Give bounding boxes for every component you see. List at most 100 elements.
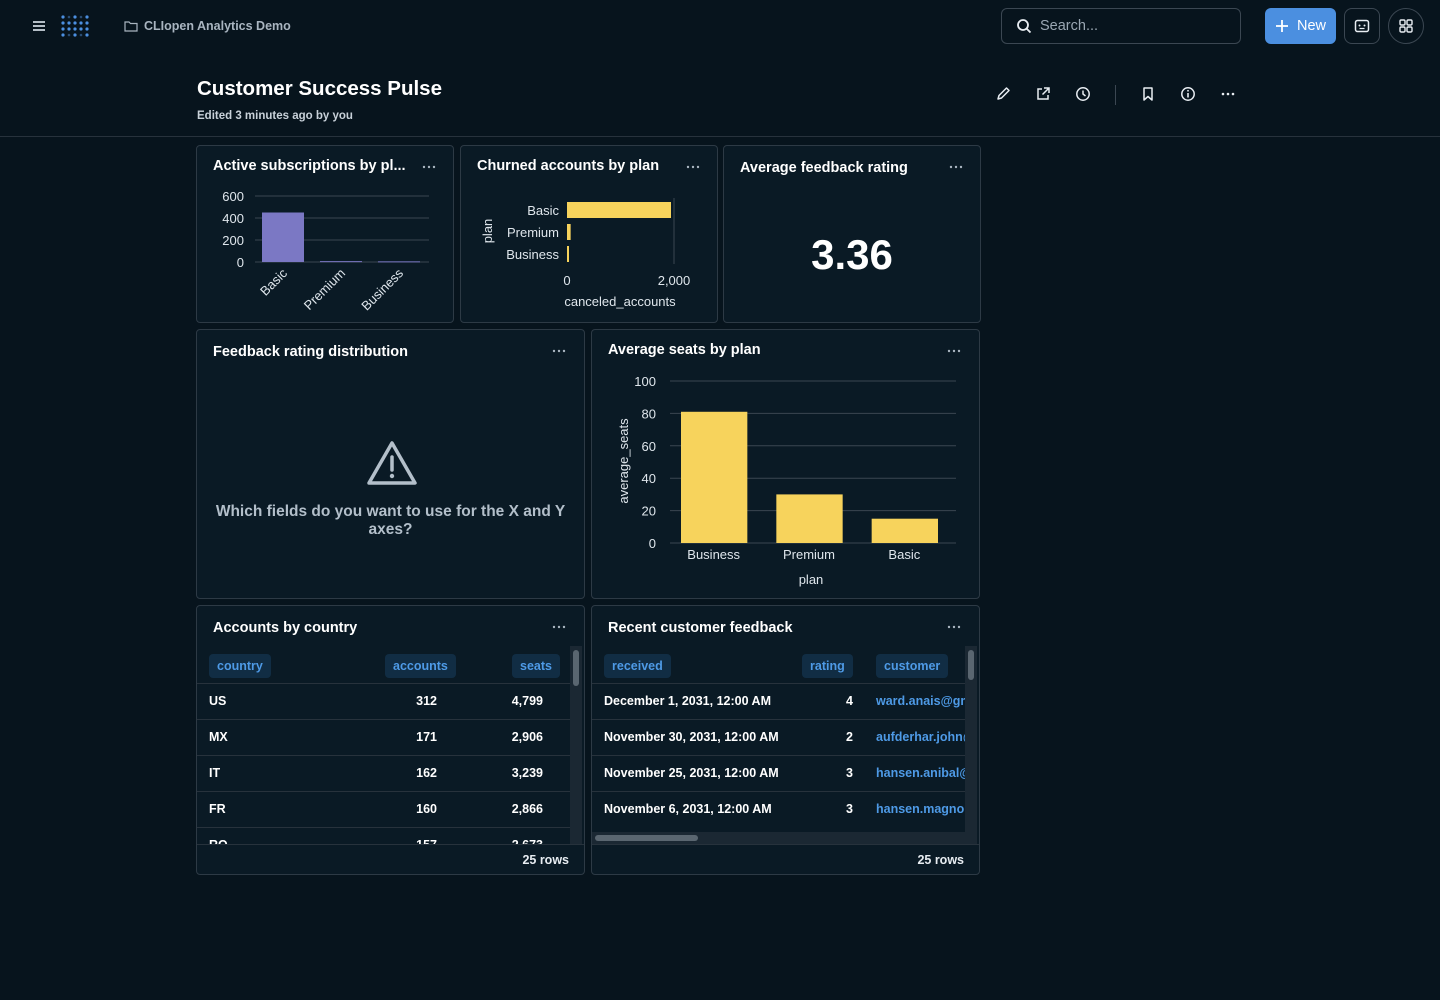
cell-seats: 2,673 [512, 828, 543, 844]
page-title[interactable]: Customer Success Pulse [197, 77, 442, 100]
bar [262, 212, 304, 262]
card-menu-icon[interactable] [944, 620, 964, 634]
card-title[interactable]: Average feedback rating [740, 160, 908, 176]
new-button[interactable]: New [1265, 8, 1336, 44]
cell-seats: 3,239 [511, 766, 543, 780]
cell-seats: 2,866 [511, 802, 543, 816]
x-tick-label: Basic [257, 265, 290, 298]
cell-country: MX [209, 730, 228, 744]
last-edited-info[interactable]: Edited 3 minutes ago by you [197, 110, 353, 122]
cell-received: November 6, 2031, 12:00 AM [604, 802, 772, 816]
header-divider [1115, 85, 1116, 105]
table-header: country accounts seats [197, 654, 570, 678]
history-clock-icon[interactable] [1073, 84, 1093, 104]
cell-country: IT [209, 766, 221, 780]
card-menu-icon[interactable] [419, 160, 439, 174]
bookmark-icon[interactable] [1138, 84, 1158, 104]
y-tick-label: Business [506, 247, 559, 262]
cell-customer[interactable]: hansen.magnoli [876, 802, 965, 816]
active-subscriptions-chart: 600 400 200 0 Basic Premium Business [222, 189, 429, 313]
card-average-feedback-rating[interactable]: Average feedback rating 3.36 [723, 145, 981, 323]
bar [567, 224, 571, 240]
table-row[interactable]: November 6, 2031, 12:00 AM 3 hansen.magnol… [592, 791, 965, 827]
table-row[interactable]: November 25, 2031, 12:00 AM 3 hansen.aniba… [592, 755, 965, 791]
x-tick-label: Basic [888, 547, 920, 562]
cell-seats: 2,906 [511, 730, 543, 744]
card-churned-accounts[interactable]: Churned accounts by plan Basic Premium Bus… [460, 145, 718, 323]
cell-country: US [209, 694, 227, 708]
y-tick-label: 100 [634, 374, 656, 389]
x-axis-label: plan [799, 572, 824, 587]
card-menu-icon[interactable] [683, 160, 703, 174]
x-tick-label: Premium [301, 266, 348, 313]
table-row[interactable]: MX 171 2,906 [197, 719, 570, 755]
logo-dot [67, 15, 71, 19]
card-average-seats-by-plan[interactable]: Average seats by plan 100 80 60 40 20 0 Busine… [591, 329, 980, 599]
metabot-button[interactable] [1344, 8, 1380, 44]
card-menu-icon[interactable] [549, 620, 569, 634]
card-recent-customer-feedback[interactable]: Recent customer feedback received rating… [591, 605, 980, 875]
edit-icon[interactable] [993, 84, 1013, 104]
column-header-customer[interactable]: customer [876, 654, 949, 678]
vertical-scrollbar[interactable] [573, 650, 579, 686]
column-header-accounts[interactable]: accounts [385, 654, 456, 678]
card-accounts-by-country[interactable]: Accounts by country country accounts sea… [196, 605, 585, 875]
logo-dot [73, 27, 77, 31]
card-active-subscriptions[interactable]: Active subscriptions by pl... 600 400 200 0… [196, 145, 454, 323]
table-row[interactable]: November 30, 2031, 12:00 AM 2 aufderhar.jo… [592, 719, 965, 755]
more-options-icon[interactable] [1218, 84, 1238, 104]
folder-icon [124, 21, 138, 32]
y-tick-label: Premium [507, 225, 559, 240]
table-row[interactable]: US 312 4,799 [197, 683, 570, 719]
cell-customer[interactable]: aufderhar.john@ [876, 730, 965, 744]
table-header: received rating customer [592, 654, 965, 678]
search-icon [1017, 19, 1032, 34]
card-feedback-rating-distribution[interactable]: Feedback rating distribution Which field… [196, 329, 585, 599]
table-row[interactable]: December 1, 2031, 12:00 AM 4 ward.anais@gm [592, 683, 965, 719]
column-header-seats[interactable]: seats [512, 654, 560, 678]
card-menu-icon[interactable] [549, 344, 569, 358]
column-header-rating[interactable]: rating [802, 654, 853, 678]
table-row[interactable]: RO 157 2,673 [197, 827, 570, 844]
column-header-received[interactable]: received [604, 654, 671, 678]
apps-button[interactable] [1388, 8, 1424, 44]
column-header-country[interactable]: country [209, 654, 271, 678]
logo-icon[interactable] [60, 12, 90, 40]
row-count: 25 rows [917, 853, 964, 867]
churned-accounts-chart: Basic Premium Business 0 2,000 canceled_accou… [480, 198, 690, 309]
table-row[interactable]: FR 160 2,866 [197, 791, 570, 827]
info-icon[interactable] [1178, 84, 1198, 104]
cell-customer[interactable]: hansen.anibal@ [876, 766, 965, 780]
hamburger-menu-icon[interactable] [30, 17, 48, 35]
card-title[interactable]: Accounts by country [213, 620, 358, 636]
feedback-table: received rating customer December 1, 203… [592, 646, 965, 844]
card-title[interactable]: Active subscriptions by pl... [213, 158, 406, 174]
card-title[interactable]: Recent customer feedback [608, 620, 793, 636]
logo-dot [61, 21, 65, 25]
card-menu-icon[interactable] [944, 344, 964, 358]
breadcrumb[interactable]: CLIopen Analytics Demo [124, 17, 291, 35]
x-tick-label: 0 [563, 273, 570, 288]
card-menu-icon[interactable] [946, 160, 966, 174]
plus-icon [1275, 20, 1288, 32]
y-tick-label: Basic [527, 203, 559, 218]
scrollbar-track [570, 646, 582, 844]
vertical-scrollbar[interactable] [968, 650, 974, 680]
cell-customer[interactable]: ward.anais@gm [876, 694, 965, 708]
y-tick-label: 400 [222, 211, 244, 226]
cell-seats: 4,799 [511, 694, 543, 708]
logo-dot [85, 27, 89, 31]
search-input[interactable]: Search... [1001, 8, 1241, 44]
scalar-value: 3.36 [811, 231, 893, 278]
horizontal-scrollbar[interactable] [595, 835, 698, 841]
cell-rating: 3 [846, 802, 853, 816]
x-axis-label: canceled_accounts [564, 294, 676, 309]
card-title[interactable]: Average seats by plan [608, 342, 761, 358]
logo-dot [85, 15, 89, 19]
card-title[interactable]: Feedback rating distribution [213, 344, 408, 360]
logo-dot [79, 21, 83, 25]
share-icon[interactable] [1033, 84, 1053, 104]
card-title[interactable]: Churned accounts by plan [477, 158, 660, 174]
table-row[interactable]: IT 162 3,239 [197, 755, 570, 791]
new-button-label: New [1296, 18, 1326, 34]
